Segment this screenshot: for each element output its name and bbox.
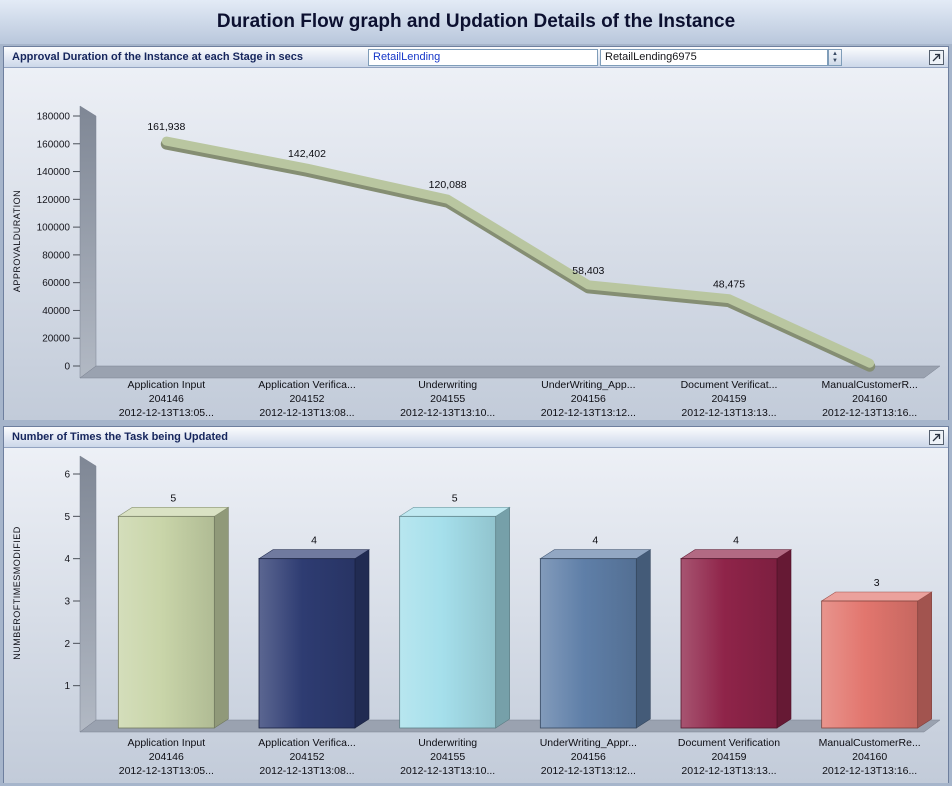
svg-text:204155: 204155 — [430, 393, 465, 405]
duration-popout-button[interactable] — [929, 50, 944, 65]
svg-text:UnderWriting_Appr...: UnderWriting_Appr... — [540, 737, 637, 749]
svg-text:Underwriting: Underwriting — [418, 379, 477, 391]
updates-panel-title: Number of Times the Task being Updated — [12, 431, 228, 443]
svg-text:161,938: 161,938 — [147, 121, 185, 133]
svg-text:Application Verifica...: Application Verifica... — [258, 737, 355, 749]
svg-text:2012-12-13T13:05...: 2012-12-13T13:05... — [119, 407, 214, 419]
duration-panel-title: Approval Duration of the Instance at eac… — [12, 51, 303, 63]
duration-panel: Approval Duration of the Instance at eac… — [3, 46, 949, 420]
svg-text:204152: 204152 — [289, 751, 324, 763]
svg-text:1: 1 — [64, 681, 70, 692]
svg-text:120000: 120000 — [37, 195, 71, 206]
page-title: Duration Flow graph and Updation Details… — [0, 0, 952, 44]
svg-text:4: 4 — [311, 535, 317, 547]
svg-text:204156: 204156 — [571, 393, 606, 405]
svg-text:204146: 204146 — [149, 751, 184, 763]
svg-text:2012-12-13T13:10...: 2012-12-13T13:10... — [400, 407, 495, 419]
instance-value: RetailLending6975 — [605, 51, 697, 63]
svg-text:6: 6 — [64, 470, 70, 481]
svg-text:2012-12-13T13:13...: 2012-12-13T13:13... — [681, 407, 776, 419]
svg-text:204146: 204146 — [149, 393, 184, 405]
updates-panel-header: Number of Times the Task being Updated — [4, 427, 948, 448]
svg-text:58,403: 58,403 — [572, 265, 604, 277]
svg-text:Application Input: Application Input — [128, 737, 206, 749]
svg-text:204159: 204159 — [711, 751, 746, 763]
instance-select[interactable]: RetailLending6975 — [600, 49, 828, 66]
svg-text:180000: 180000 — [37, 112, 71, 123]
svg-text:Document Verificat...: Document Verificat... — [681, 379, 778, 391]
popout-icon — [932, 433, 941, 442]
svg-text:Document Verification: Document Verification — [678, 737, 780, 749]
popout-icon — [932, 53, 941, 62]
data-object-select[interactable]: RetailLending — [368, 49, 598, 66]
svg-text:0: 0 — [64, 362, 70, 373]
svg-text:204160: 204160 — [852, 393, 887, 405]
updates-panel: Number of Times the Task being Updated 1… — [3, 426, 949, 783]
spinner-down-icon[interactable]: ▼ — [832, 57, 838, 64]
svg-text:ManualCustomerRe...: ManualCustomerRe... — [819, 737, 921, 749]
svg-text:2012-12-13T13:16...: 2012-12-13T13:16... — [822, 407, 917, 419]
svg-text:2012-12-13T13:10...: 2012-12-13T13:10... — [400, 765, 495, 777]
svg-text:Application Input: Application Input — [128, 379, 206, 391]
approval-duration-chart: 0 20000 40000 60000 80000 100000 120000 140000 1… — [4, 68, 948, 420]
svg-text:2012-12-13T13:08...: 2012-12-13T13:08... — [259, 765, 354, 777]
svg-text:40000: 40000 — [42, 306, 70, 317]
svg-text:2012-12-13T13:05...: 2012-12-13T13:05... — [119, 765, 214, 777]
data-object-value: RetailLending — [373, 51, 441, 63]
svg-text:142,402: 142,402 — [288, 148, 326, 160]
svg-text:204160: 204160 — [852, 751, 887, 763]
svg-text:4: 4 — [64, 554, 70, 565]
svg-text:2: 2 — [64, 639, 70, 650]
svg-text:5: 5 — [64, 512, 70, 523]
svg-text:204156: 204156 — [571, 751, 606, 763]
svg-text:120,088: 120,088 — [429, 179, 467, 191]
svg-text:2012-12-13T13:08...: 2012-12-13T13:08... — [259, 407, 354, 419]
svg-text:5: 5 — [170, 492, 176, 504]
duration-panel-header: Approval Duration of the Instance at eac… — [4, 47, 948, 68]
svg-text:Application Verifica...: Application Verifica... — [258, 379, 355, 391]
svg-text:3: 3 — [874, 577, 880, 589]
svg-text:140000: 140000 — [37, 167, 71, 178]
updates-popout-button[interactable] — [929, 430, 944, 445]
svg-text:ManualCustomerR...: ManualCustomerR... — [822, 379, 918, 391]
svg-text:80000: 80000 — [42, 250, 70, 261]
svg-text:204155: 204155 — [430, 751, 465, 763]
times-updated-chart: 1 2 3 4 5 6 NUMBEROFTIMESMODIFIED 5 4 5 4 4 3 Applica… — [4, 448, 948, 783]
svg-text:2012-12-13T13:13...: 2012-12-13T13:13... — [681, 765, 776, 777]
svg-text:204152: 204152 — [289, 393, 324, 405]
svg-text:2012-12-13T13:12...: 2012-12-13T13:12... — [541, 407, 636, 419]
svg-text:160000: 160000 — [37, 139, 71, 150]
svg-text:48,475: 48,475 — [713, 279, 745, 291]
svg-text:20000: 20000 — [42, 334, 70, 345]
svg-text:UnderWriting_App...: UnderWriting_App... — [541, 379, 635, 391]
svg-text:5: 5 — [452, 492, 458, 504]
svg-text:Underwriting: Underwriting — [418, 737, 477, 749]
svg-text:2012-12-13T13:12...: 2012-12-13T13:12... — [541, 765, 636, 777]
svg-text:NUMBEROFTIMESMODIFIED: NUMBEROFTIMESMODIFIED — [12, 526, 22, 660]
instance-spinner[interactable]: ▲ ▼ — [828, 49, 842, 66]
svg-text:3: 3 — [64, 597, 70, 608]
svg-text:60000: 60000 — [42, 278, 70, 289]
svg-text:2012-12-13T13:16...: 2012-12-13T13:16... — [822, 765, 917, 777]
svg-text:4: 4 — [733, 535, 739, 547]
svg-text:100000: 100000 — [37, 223, 71, 234]
svg-text:4: 4 — [592, 535, 598, 547]
spinner-up-icon[interactable]: ▲ — [832, 50, 838, 57]
svg-text:APPROVALDURATION: APPROVALDURATION — [12, 190, 22, 292]
svg-text:204159: 204159 — [711, 393, 746, 405]
